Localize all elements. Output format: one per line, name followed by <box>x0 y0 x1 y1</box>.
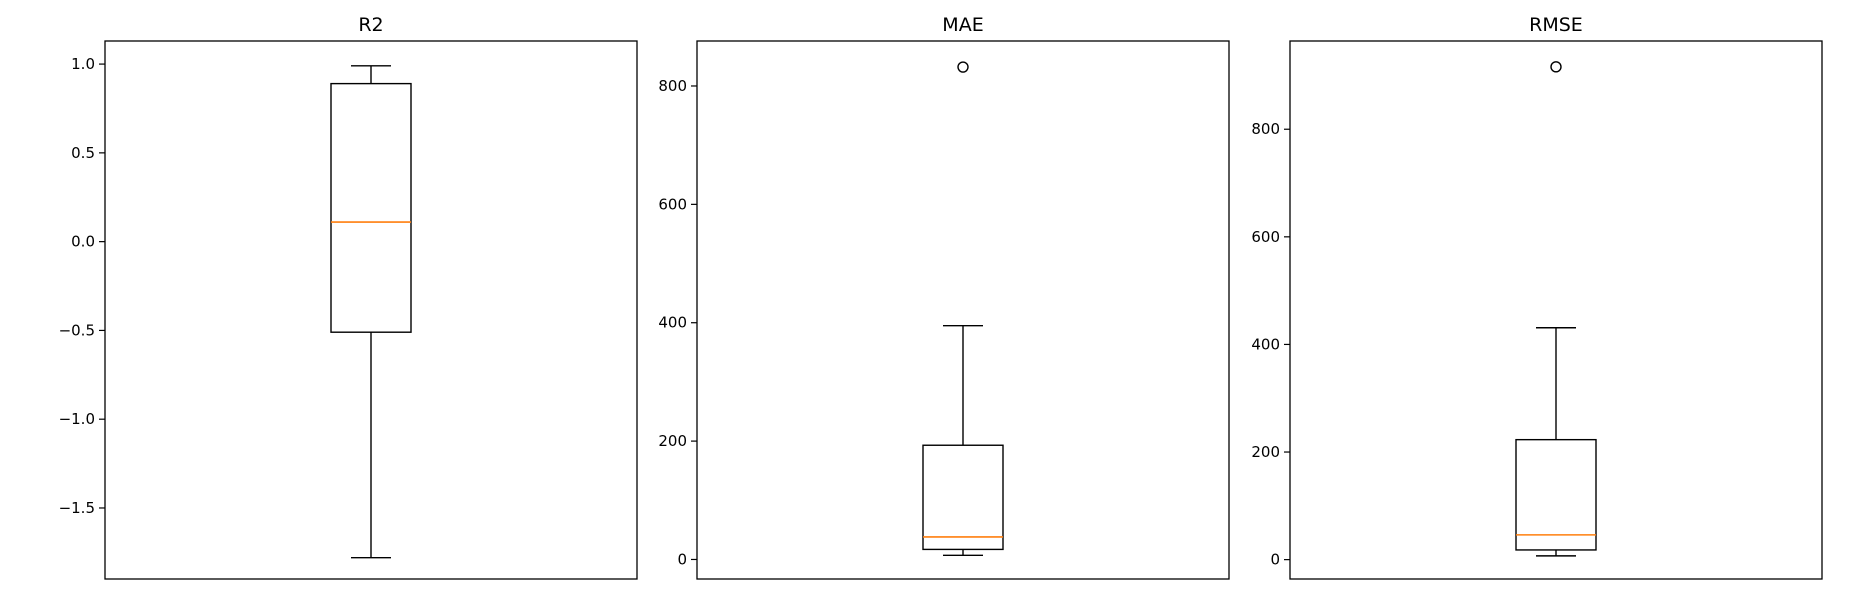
chart-title: MAE <box>942 14 983 36</box>
y-tick-label: 800 <box>658 77 687 95</box>
plot-frame <box>1289 40 1823 580</box>
y-tick-label: 0 <box>1270 551 1280 569</box>
y-tick-label: −1.0 <box>59 410 95 428</box>
chart-title: R2 <box>358 14 383 36</box>
y-tick-label: 200 <box>1251 443 1280 461</box>
y-tick-label: 0.5 <box>71 144 95 162</box>
y-tick-label: −1.5 <box>59 499 95 517</box>
chart-panel-3: RMSE 0 200 400 600 800 <box>1251 14 1823 580</box>
chart-panel-1: R2 1.0 0.5 0.0 −0.5 −1.0 −1.5 <box>59 14 638 580</box>
box-iqr <box>1515 438 1597 551</box>
outlier-point <box>1550 61 1562 73</box>
y-tick-label: 600 <box>1251 228 1280 246</box>
y-tick-label: 200 <box>658 432 687 450</box>
plot-frame <box>696 40 1230 580</box>
box-iqr <box>330 82 412 333</box>
y-tick-label: 0 <box>677 550 687 568</box>
y-tick-label: 800 <box>1251 120 1280 138</box>
y-tick-label: 400 <box>658 314 687 332</box>
y-tick-label: 0.0 <box>71 233 95 251</box>
y-tick-label: −0.5 <box>59 321 95 339</box>
y-tick-label: 600 <box>658 195 687 213</box>
chart-title: RMSE <box>1529 14 1583 36</box>
box-iqr <box>922 444 1004 551</box>
y-tick-label: 1.0 <box>71 55 95 73</box>
chart-panel-2: MAE 0 200 400 600 800 <box>658 14 1230 580</box>
outlier-point <box>957 61 969 73</box>
plot-frame <box>104 40 638 580</box>
y-tick-label: 400 <box>1251 335 1280 353</box>
